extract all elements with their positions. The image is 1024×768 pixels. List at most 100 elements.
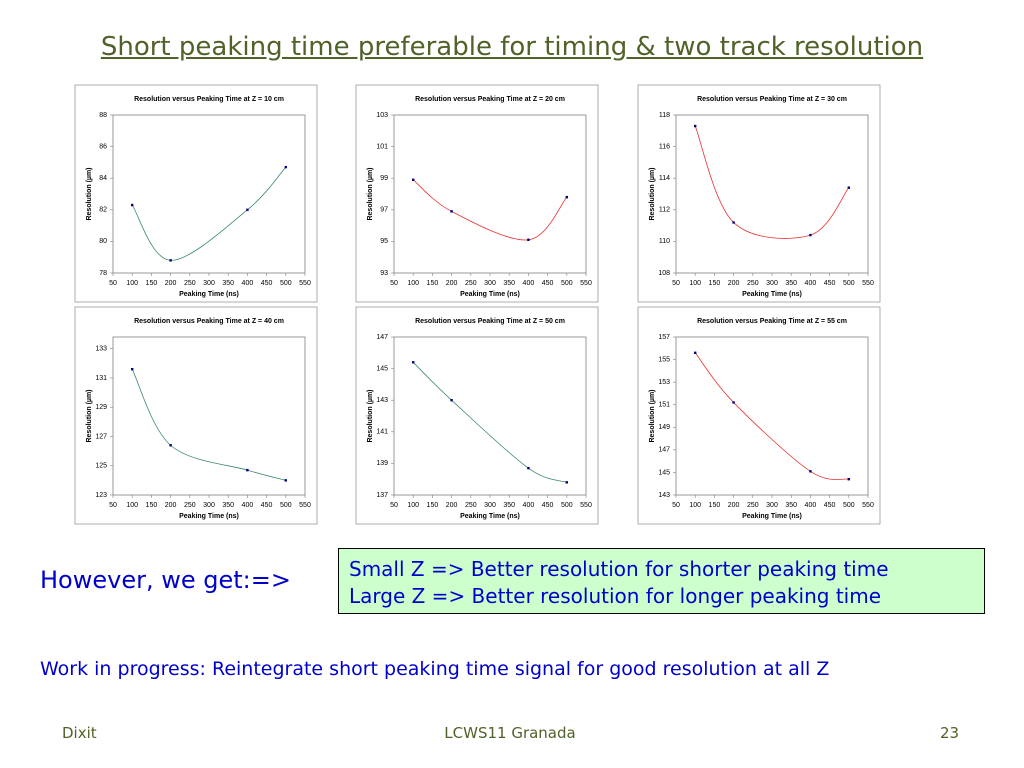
- y-tick-label: 118: [659, 112, 670, 119]
- data-point: [527, 466, 530, 470]
- data-point: [565, 481, 568, 484]
- x-tick-label: 100: [126, 280, 138, 287]
- x-tick-label: 350: [503, 502, 515, 509]
- y-tick-label: 151: [658, 402, 670, 409]
- y-tick-label: 129: [95, 404, 107, 411]
- x-tick-label: 50: [390, 280, 398, 287]
- y-tick-label: 99: [380, 175, 388, 182]
- x-tick-label: 200: [165, 280, 177, 287]
- x-tick-label: 500: [561, 280, 573, 287]
- x-tick-label: 500: [843, 502, 855, 509]
- y-tick-label: 127: [95, 433, 107, 440]
- plot-area: [393, 114, 587, 274]
- x-tick-label: 500: [843, 280, 855, 287]
- x-tick-label: 350: [222, 502, 234, 509]
- x-tick-label: 300: [484, 280, 496, 287]
- x-tick-label: 450: [261, 502, 273, 509]
- chart: Resolution versus Peaking Time at Z = 20…: [355, 84, 599, 303]
- y-tick-label: 82: [99, 207, 107, 214]
- y-tick-label: 153: [658, 379, 670, 386]
- x-tick-label: 150: [427, 502, 439, 509]
- data-point: [732, 401, 735, 404]
- plot-area: [112, 336, 306, 496]
- y-axis-label: Resolution (µm): [649, 389, 656, 442]
- x-tick-label: 200: [446, 280, 458, 287]
- y-tick-label: 114: [659, 175, 670, 182]
- y-tick-label: 143: [658, 492, 670, 499]
- data-point: [732, 221, 735, 224]
- y-tick-label: 103: [376, 112, 388, 119]
- x-tick-label: 150: [146, 280, 158, 287]
- data-point: [694, 351, 697, 354]
- x-tick-label: 250: [465, 502, 477, 509]
- y-tick-label: 110: [659, 238, 670, 245]
- x-tick-label: 400: [523, 280, 535, 287]
- y-tick-label: 80: [99, 238, 107, 245]
- chart: Resolution versus Peaking Time at Z = 30…: [637, 84, 881, 303]
- y-tick-label: 147: [376, 334, 388, 341]
- x-tick-label: 100: [689, 502, 701, 509]
- x-tick-label: 100: [689, 280, 701, 287]
- x-tick-label: 450: [261, 280, 273, 287]
- x-tick-label: 450: [542, 280, 554, 287]
- plot-area: [675, 336, 869, 496]
- x-tick-label: 550: [299, 502, 311, 509]
- x-tick-label: 350: [222, 280, 234, 287]
- conclusion-line: Small Z => Better resolution for shorter…: [349, 557, 889, 581]
- y-tick-label: 97: [380, 207, 388, 214]
- y-tick-label: 133: [95, 346, 107, 353]
- x-tick-label: 350: [785, 280, 797, 287]
- charts: Resolution versus Peaking Time at Z = 10…: [74, 84, 881, 525]
- x-tick-label: 150: [709, 280, 721, 287]
- plot-area: [393, 336, 587, 496]
- y-tick-label: 112: [659, 207, 670, 214]
- data-point: [527, 238, 530, 242]
- footer-author: Dixit: [62, 724, 97, 742]
- x-tick-label: 300: [203, 502, 215, 509]
- y-axis-label: Resolution (µm): [367, 389, 374, 442]
- lead-text: However, we get:=>: [40, 566, 291, 594]
- data-point: [169, 259, 172, 262]
- x-tick-label: 250: [184, 280, 196, 287]
- chart-title: Resolution versus Peaking Time at Z = 20…: [415, 96, 565, 103]
- chart-title: Resolution versus Peaking Time at Z = 40…: [134, 318, 284, 325]
- data-point: [131, 367, 134, 371]
- x-axis-label: Peaking Time (ns): [742, 513, 802, 520]
- y-tick-label: 123: [95, 492, 107, 499]
- conclusion-box: Small Z => Better resolution for shorter…: [338, 548, 985, 614]
- chart-title: Resolution versus Peaking Time at Z = 10…: [134, 96, 284, 103]
- x-tick-label: 150: [709, 502, 721, 509]
- data-point: [809, 233, 812, 237]
- x-tick-label: 550: [862, 502, 874, 509]
- chart: Resolution versus Peaking Time at Z = 55…: [637, 306, 881, 525]
- x-tick-label: 200: [446, 502, 458, 509]
- y-axis-label: Resolution (µm): [649, 167, 656, 220]
- data-point: [131, 203, 134, 207]
- x-tick-label: 250: [747, 502, 759, 509]
- y-tick-label: 145: [658, 469, 670, 476]
- x-tick-label: 550: [580, 280, 592, 287]
- data-line: [131, 369, 286, 481]
- chart-title: Resolution versus Peaking Time at Z = 50…: [415, 318, 565, 325]
- x-tick-label: 500: [280, 280, 292, 287]
- chart-title: Resolution versus Peaking Time at Z = 30…: [697, 96, 847, 103]
- x-tick-label: 100: [126, 502, 138, 509]
- y-tick-label: 149: [658, 424, 670, 431]
- x-tick-label: 550: [580, 502, 592, 509]
- x-tick-label: 450: [824, 280, 836, 287]
- chart: Resolution versus Peaking Time at Z = 10…: [74, 84, 318, 303]
- data-point: [847, 478, 850, 481]
- data-line: [412, 361, 567, 483]
- y-tick-label: 78: [99, 270, 107, 277]
- x-axis-label: Peaking Time (ns): [460, 513, 520, 520]
- x-tick-label: 250: [465, 280, 477, 287]
- y-tick-label: 131: [95, 375, 107, 382]
- data-line: [694, 125, 850, 239]
- x-tick-label: 200: [165, 502, 177, 509]
- y-axis-label: Resolution (µm): [86, 167, 93, 220]
- chart: Resolution versus Peaking Time at Z = 50…: [355, 306, 599, 525]
- data-point: [847, 186, 850, 189]
- x-tick-label: 350: [503, 280, 515, 287]
- x-tick-label: 400: [805, 280, 817, 287]
